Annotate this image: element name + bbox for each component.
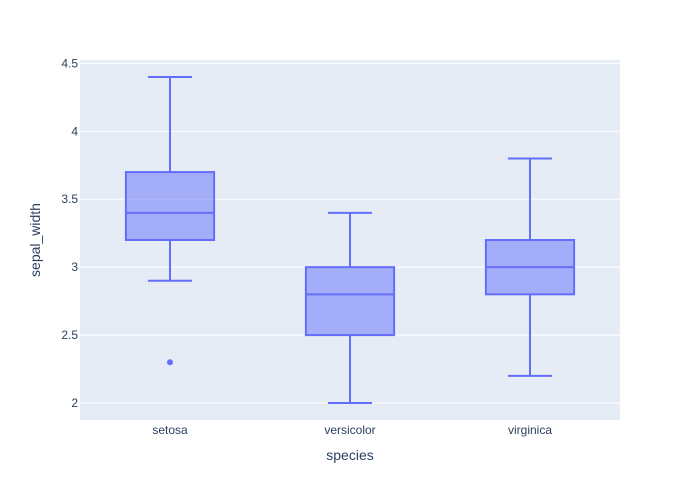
- x-tick-label: versicolor: [324, 423, 375, 437]
- box-iqr: [304, 266, 396, 337]
- box-virginica: [484, 157, 576, 377]
- x-tick-label: setosa: [152, 423, 188, 437]
- boxes-layer: [124, 75, 576, 405]
- x-tick-label: virginica: [508, 423, 552, 437]
- box-versicolor: [304, 211, 396, 405]
- y-tick-label: 2: [71, 396, 78, 410]
- y-tick-label: 2.5: [61, 328, 78, 342]
- y-axis-ticks: 2 2.5 3 3.5 4 4.5: [61, 56, 78, 410]
- y-tick-label: 4.5: [61, 56, 78, 70]
- y-tick-label: 4: [71, 124, 78, 138]
- outlier-point: [167, 359, 173, 366]
- x-axis-title: species: [326, 447, 373, 463]
- box-iqr: [124, 171, 216, 241]
- y-axis-title: sepal_width: [27, 203, 43, 277]
- y-tick-label: 3: [71, 260, 78, 274]
- box-setosa: [124, 75, 216, 366]
- x-axis-ticks: setosa versicolor virginica: [152, 423, 552, 437]
- y-tick-label: 3.5: [61, 192, 78, 206]
